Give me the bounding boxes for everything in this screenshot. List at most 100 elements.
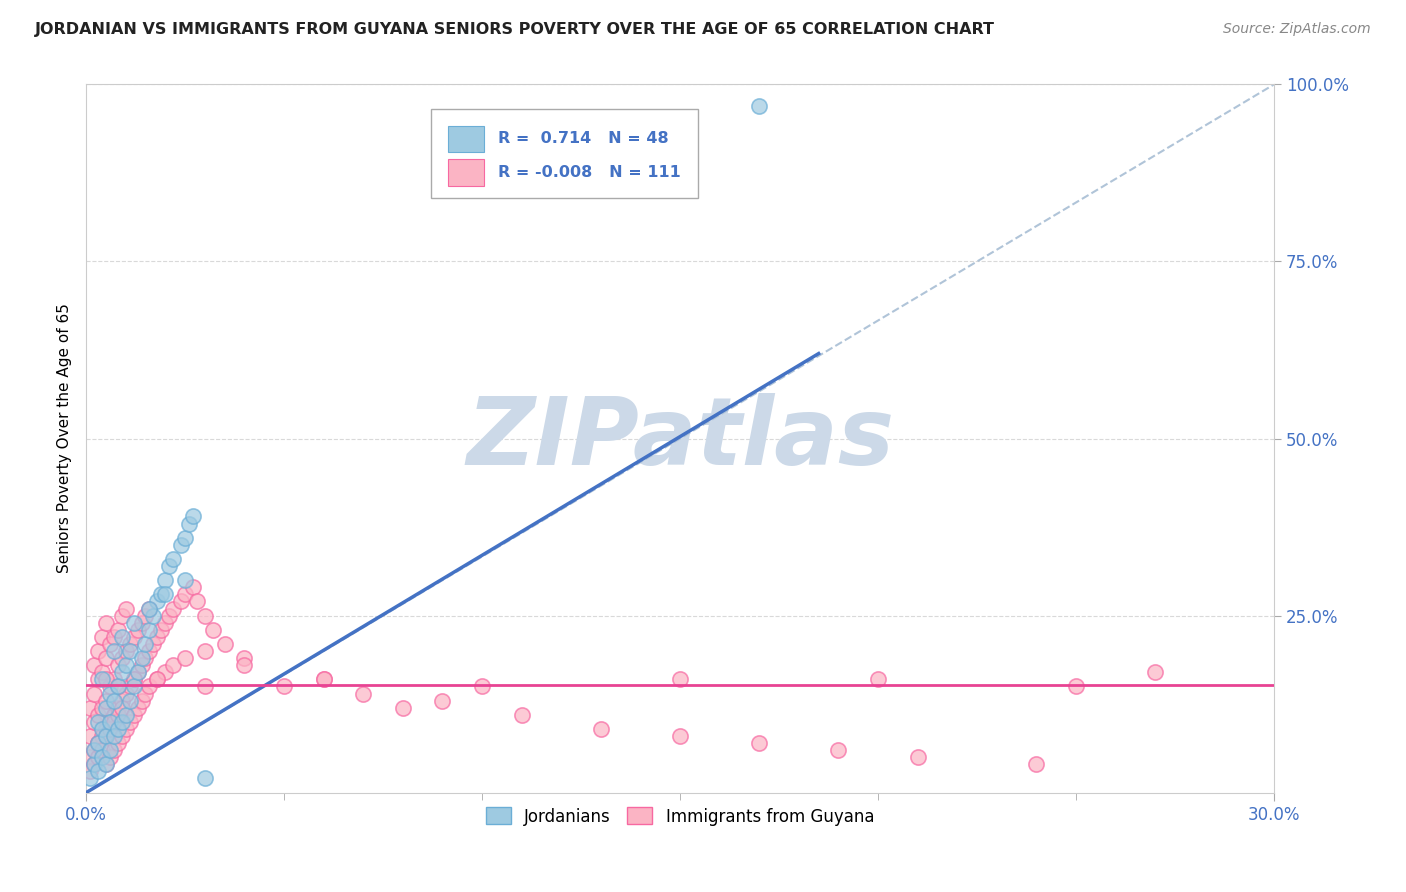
- Text: ZIPatlas: ZIPatlas: [465, 392, 894, 484]
- Point: [98, 722, 121, 736]
- Point: [90, 673, 112, 687]
- Point: [312, 673, 335, 687]
- Point: [87, 764, 110, 779]
- FancyBboxPatch shape: [430, 109, 697, 198]
- Point: [98, 743, 121, 757]
- Point: [98, 750, 121, 764]
- Point: [90, 722, 112, 736]
- Point: [103, 644, 125, 658]
- Point: [142, 608, 165, 623]
- Point: [94, 615, 117, 630]
- Point: [134, 608, 156, 623]
- Point: [150, 587, 173, 601]
- Point: [107, 707, 129, 722]
- Point: [107, 736, 129, 750]
- Point: [94, 757, 117, 772]
- Point: [233, 658, 256, 673]
- Point: [79, 772, 101, 786]
- Point: [138, 623, 160, 637]
- Point: [111, 630, 134, 644]
- Point: [177, 516, 200, 531]
- Point: [107, 658, 129, 673]
- Text: R = -0.008   N = 111: R = -0.008 N = 111: [498, 165, 681, 180]
- Text: Source: ZipAtlas.com: Source: ZipAtlas.com: [1223, 22, 1371, 37]
- Point: [111, 608, 134, 623]
- Point: [90, 665, 112, 680]
- Point: [162, 552, 184, 566]
- Point: [748, 98, 770, 112]
- Point: [138, 680, 160, 694]
- Point: [155, 615, 177, 630]
- Point: [83, 757, 105, 772]
- Text: JORDANIAN VS IMMIGRANTS FROM GUYANA SENIORS POVERTY OVER THE AGE OF 65 CORRELATI: JORDANIAN VS IMMIGRANTS FROM GUYANA SENI…: [35, 22, 995, 37]
- Point: [194, 608, 217, 623]
- Point: [98, 686, 121, 700]
- Point: [87, 707, 110, 722]
- Point: [111, 700, 134, 714]
- Point: [79, 700, 101, 714]
- Point: [907, 750, 929, 764]
- Point: [194, 772, 217, 786]
- Point: [90, 743, 112, 757]
- Point: [134, 651, 156, 665]
- Legend: Jordanians, Immigrants from Guyana: Jordanians, Immigrants from Guyana: [478, 799, 883, 834]
- Point: [114, 707, 136, 722]
- Point: [432, 693, 454, 707]
- Point: [98, 714, 121, 729]
- Point: [83, 686, 105, 700]
- Point: [111, 651, 134, 665]
- Point: [233, 651, 256, 665]
- Point: [79, 729, 101, 743]
- Point: [181, 580, 204, 594]
- Point: [87, 673, 110, 687]
- Point: [114, 722, 136, 736]
- Point: [107, 680, 129, 694]
- Point: [83, 658, 105, 673]
- Point: [94, 729, 117, 743]
- Point: [107, 680, 129, 694]
- Point: [131, 658, 153, 673]
- Point: [127, 623, 149, 637]
- Point: [194, 680, 217, 694]
- Point: [146, 673, 169, 687]
- Point: [138, 601, 160, 615]
- Point: [214, 637, 236, 651]
- Point: [103, 714, 125, 729]
- Point: [127, 665, 149, 680]
- Point: [142, 637, 165, 651]
- Point: [1064, 680, 1087, 694]
- Point: [471, 680, 494, 694]
- Point: [94, 651, 117, 665]
- Point: [748, 736, 770, 750]
- Point: [181, 509, 204, 524]
- Point: [111, 693, 134, 707]
- Point: [174, 587, 197, 601]
- Point: [107, 722, 129, 736]
- Point: [79, 750, 101, 764]
- Point: [118, 714, 141, 729]
- Point: [118, 637, 141, 651]
- Point: [90, 750, 112, 764]
- Point: [87, 736, 110, 750]
- Point: [392, 700, 415, 714]
- Point: [669, 673, 692, 687]
- Point: [87, 750, 110, 764]
- Point: [122, 673, 145, 687]
- Point: [87, 736, 110, 750]
- Point: [146, 594, 169, 608]
- Point: [94, 722, 117, 736]
- Point: [312, 673, 335, 687]
- Point: [98, 714, 121, 729]
- Point: [103, 743, 125, 757]
- Point: [194, 644, 217, 658]
- Point: [138, 601, 160, 615]
- Point: [510, 707, 533, 722]
- Point: [111, 665, 134, 680]
- Point: [94, 729, 117, 743]
- Point: [94, 700, 117, 714]
- Point: [83, 757, 105, 772]
- FancyBboxPatch shape: [449, 159, 484, 186]
- Point: [103, 707, 125, 722]
- Point: [111, 729, 134, 743]
- Point: [127, 700, 149, 714]
